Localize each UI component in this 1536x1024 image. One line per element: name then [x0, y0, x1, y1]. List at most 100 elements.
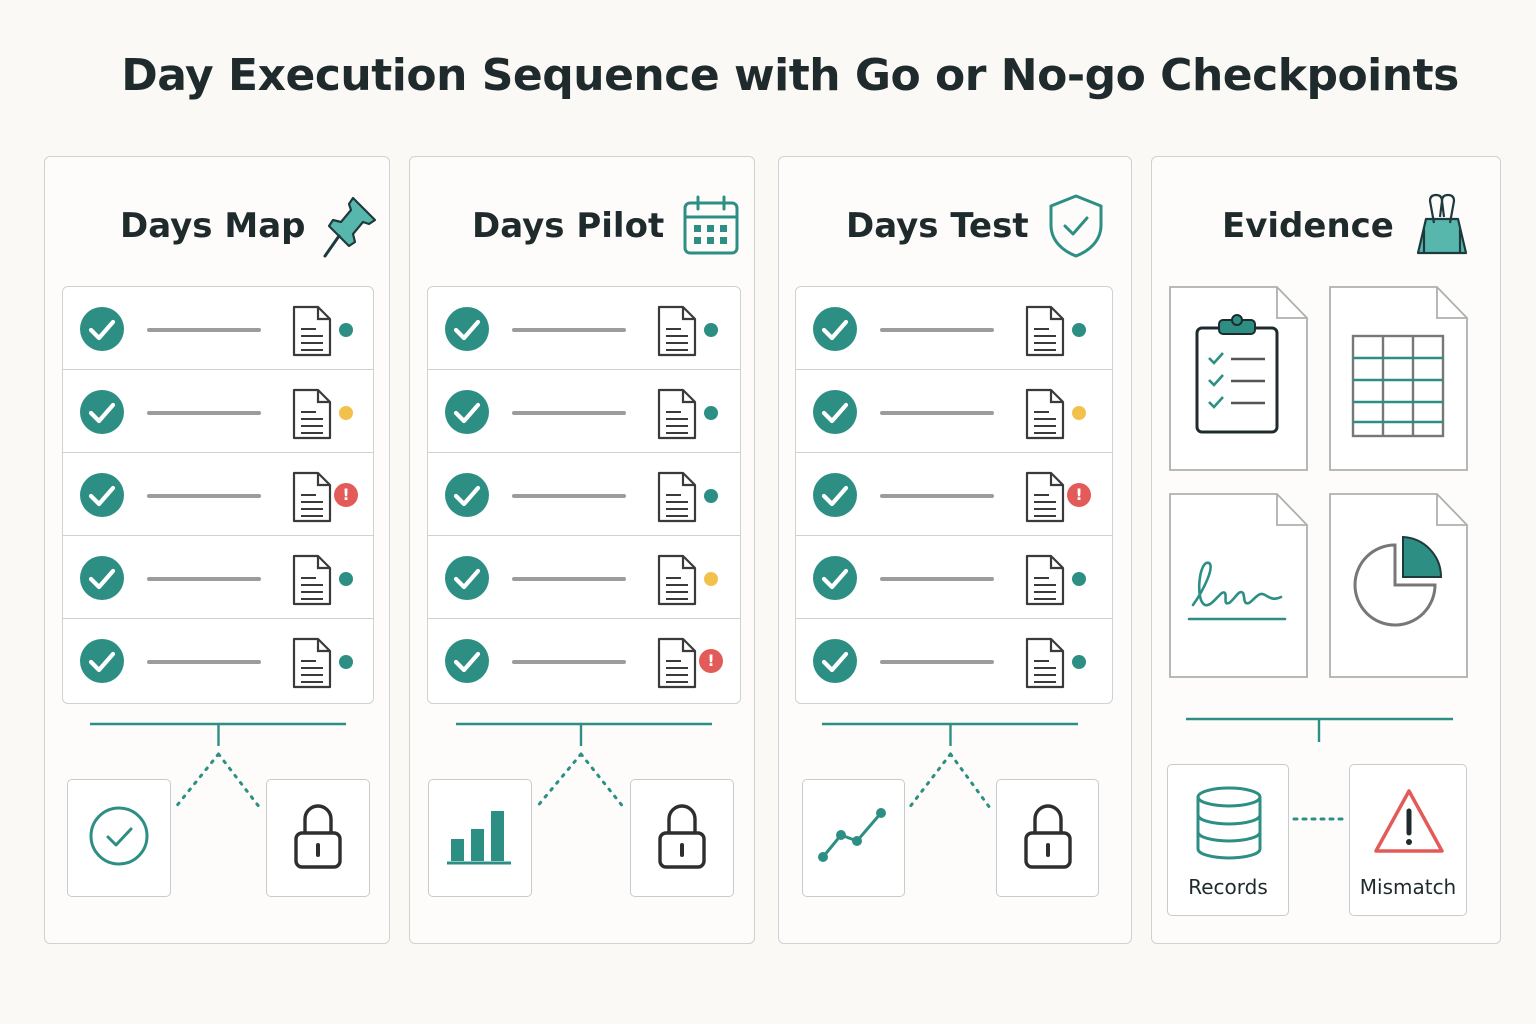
clipboard-checklist-icon: [1195, 314, 1279, 434]
task-row: [63, 287, 373, 370]
task-row: [428, 370, 740, 453]
task-placeholder-line: [512, 660, 626, 664]
no-go-checkpoint-card: [630, 779, 734, 897]
task-row: [428, 536, 740, 619]
task-row: !: [428, 619, 740, 702]
check-icon: [444, 389, 490, 439]
day-column-title: Days Test: [846, 206, 1029, 246]
no-go-checkpoint-card: [266, 779, 370, 897]
evidence-header: Evidence: [1222, 186, 1472, 266]
calendar-icon: [682, 195, 740, 257]
line-chart-icon: [817, 807, 891, 869]
check-icon: [812, 306, 858, 356]
document-icon: [292, 637, 332, 693]
task-placeholder-line: [512, 411, 626, 415]
document-icon: [657, 637, 697, 693]
page-title: Day Execution Sequence with Go or No-go …: [121, 50, 1459, 101]
task-placeholder-line: [147, 328, 261, 332]
task-placeholder-line: [147, 494, 261, 498]
document-icon: [657, 554, 697, 610]
check-icon: [79, 638, 125, 688]
task-placeholder-line: [512, 328, 626, 332]
binder-clip-icon: [1416, 193, 1467, 255]
no-go-checkpoint-card: [996, 779, 1099, 897]
task-placeholder-line: [147, 411, 261, 415]
warning-triangle-icon: [1374, 789, 1444, 853]
task-row: [796, 619, 1112, 702]
status-dot-ok: [704, 489, 718, 503]
document-icon: [657, 388, 697, 444]
check-icon: [444, 306, 490, 356]
status-dot-warning: [339, 406, 353, 420]
status-dot-ok: [339, 323, 353, 337]
check-icon: [444, 638, 490, 688]
check-icon: [444, 555, 490, 605]
evidence-connector: [1186, 717, 1453, 742]
task-list: !: [795, 286, 1113, 704]
document-icon: [292, 305, 332, 361]
task-placeholder-line: [512, 494, 626, 498]
document-icon: [292, 388, 332, 444]
database-icon: [1196, 786, 1262, 860]
task-placeholder-line: [880, 411, 994, 415]
task-row: [63, 536, 373, 619]
check-icon: [444, 472, 490, 522]
lock-icon: [657, 801, 707, 875]
status-dot-ok: [339, 572, 353, 586]
checkpoint-connector: [90, 722, 346, 810]
task-row: [428, 453, 740, 536]
records-card: Records: [1167, 764, 1289, 916]
task-row: [63, 370, 373, 453]
status-dot-ok: [704, 406, 718, 420]
check-icon: [812, 555, 858, 605]
task-placeholder-line: [512, 577, 626, 581]
document-icon: [1025, 554, 1065, 610]
check-icon: [812, 472, 858, 522]
spreadsheet-icon: [1351, 334, 1445, 438]
task-placeholder-line: [880, 660, 994, 664]
task-row: !: [796, 453, 1112, 536]
status-dot-ok: [1072, 572, 1086, 586]
task-placeholder-line: [880, 577, 994, 581]
clipboard-checklist-doc: [1169, 286, 1308, 471]
day-column-header: Days Pilot: [472, 186, 740, 266]
pie-chart-icon: [1353, 535, 1443, 627]
status-dot-ok: [704, 323, 718, 337]
signature-icon: [1187, 561, 1287, 621]
check-icon: [812, 389, 858, 439]
check-icon: [812, 638, 858, 688]
task-row: [428, 287, 740, 370]
status-dot-ok: [1072, 655, 1086, 669]
task-row: [63, 619, 373, 702]
spreadsheet-doc: [1329, 286, 1468, 471]
check-circle-icon: [88, 805, 150, 871]
document-icon: [1025, 388, 1065, 444]
task-placeholder-line: [880, 494, 994, 498]
check-icon: [79, 555, 125, 605]
status-dot-ok: [339, 655, 353, 669]
records-label: Records: [1188, 875, 1268, 899]
document-icon: [1025, 305, 1065, 361]
lock-icon: [1023, 801, 1073, 875]
pushpin-icon: [323, 190, 383, 262]
status-dot-ok: [1072, 323, 1086, 337]
bar-chart-icon: [447, 807, 513, 869]
task-placeholder-line: [880, 328, 994, 332]
error-alert-icon: !: [699, 649, 723, 673]
lock-icon: [293, 801, 343, 875]
status-dot-warning: [1072, 406, 1086, 420]
status-dot-warning: [704, 572, 718, 586]
checkpoint-connector: [822, 722, 1078, 810]
document-icon: [657, 305, 697, 361]
task-row: [796, 287, 1112, 370]
document-icon: [292, 471, 332, 527]
document-icon: [292, 554, 332, 610]
document-icon: [657, 471, 697, 527]
document-icon: [1025, 471, 1065, 527]
check-icon: [79, 472, 125, 522]
evidence-title: Evidence: [1222, 206, 1394, 246]
mismatch-card: Mismatch: [1349, 764, 1467, 916]
error-alert-icon: !: [1067, 483, 1091, 507]
check-icon: [79, 306, 125, 356]
go-checkpoint-card: [67, 779, 171, 897]
